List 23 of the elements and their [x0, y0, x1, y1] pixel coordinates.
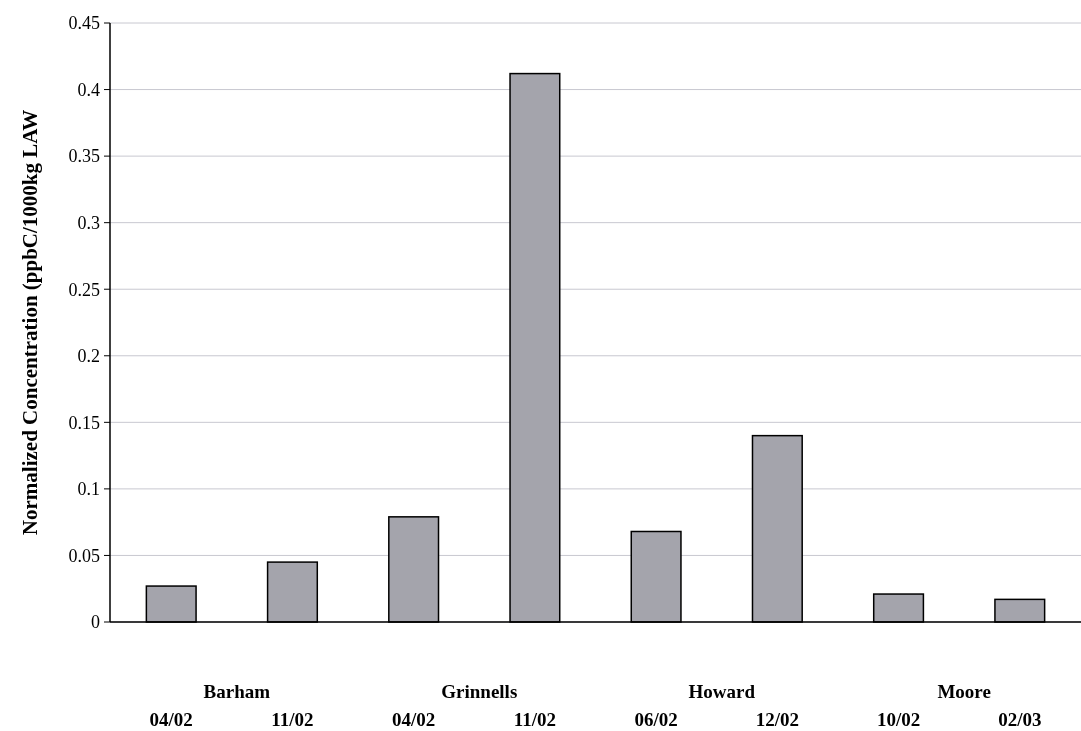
text: Barham [203, 681, 271, 702]
y-axis-title: Normalized Concentration (ppbC/1000kg LAW [18, 109, 43, 536]
y-tick-label: 0.15 [68, 412, 100, 433]
y-tick-label: 0 [91, 612, 100, 633]
y-tick-label: 0.35 [68, 146, 100, 167]
y-tick-label: 0.3 [77, 212, 100, 233]
x-tick-label: 11/02 [271, 709, 314, 730]
y-tick-label: 0.05 [68, 545, 100, 566]
x-tick-label: 10/02 [876, 709, 921, 730]
text: Moore [937, 681, 991, 702]
y-tick-label: 0.45 [68, 13, 100, 34]
x-tick-label: 04/02 [392, 709, 436, 730]
x-tick-label: 02/03 [998, 709, 1042, 730]
text: Grinnells [441, 681, 518, 702]
y-tick-label: 0.4 [77, 79, 100, 100]
x-tick-label: 11/02 [513, 709, 557, 730]
y-tick-label: 0.1 [77, 479, 100, 500]
x-tick-label: 12/02 [755, 709, 799, 730]
x-tick-label: 04/02 [149, 709, 193, 730]
y-tick-label: 0.25 [68, 279, 100, 300]
text: Howard [688, 681, 756, 702]
x-tick-label: 06/02 [634, 709, 678, 730]
y-tick-label: 0.2 [77, 346, 100, 367]
